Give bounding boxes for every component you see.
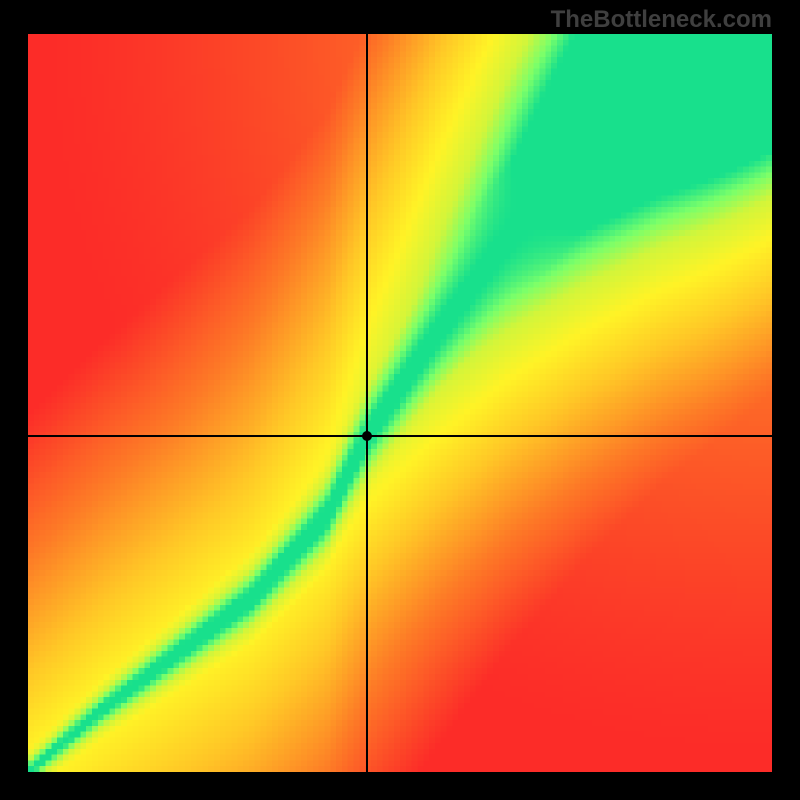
watermark-label: TheBottleneck.com [551,6,772,34]
plot-area [28,34,772,772]
crosshair-marker-dot [362,431,372,441]
crosshair-vertical [366,34,368,772]
crosshair-horizontal [28,435,772,437]
outer-frame: TheBottleneck.com [0,0,800,800]
heatmap-canvas [28,34,772,772]
